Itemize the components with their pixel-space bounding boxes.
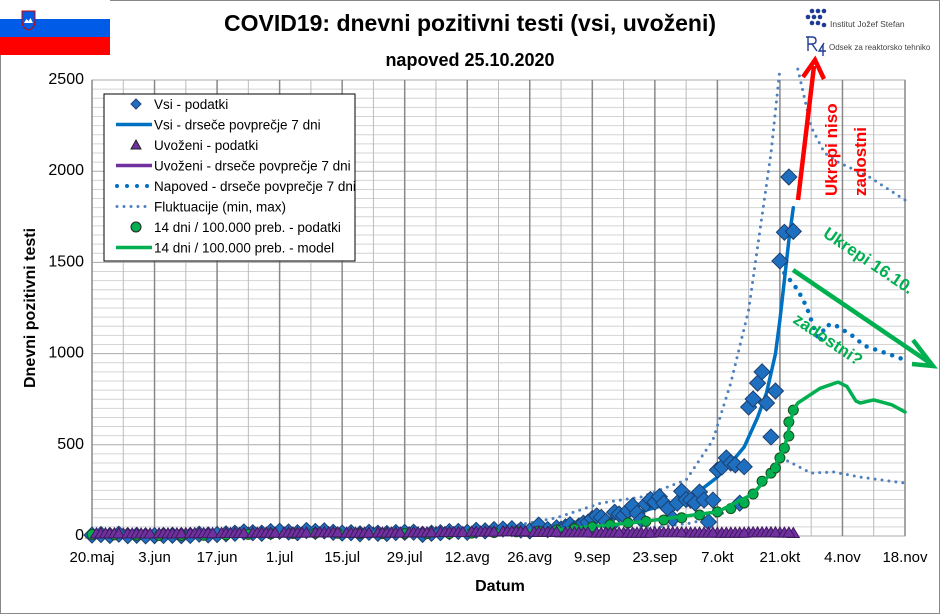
legend-box [103,93,356,262]
data-point-triangle [612,526,626,538]
data-point-triangle [580,525,595,538]
red-annotation: Ukrepi niso zadostni [795,55,870,201]
legend-label: Vsi - podatki [154,97,228,112]
data-point-triangle [393,526,408,538]
data-point-diamond [753,363,771,381]
data-point-triangle [518,524,533,537]
y-tick-label: 2000 [48,162,84,179]
data-point-triangle [455,525,470,538]
series-layer [83,67,908,545]
y-tick-label: 2500 [48,71,84,88]
data-point-triangle [236,526,251,538]
y-tick-label: 500 [57,436,84,453]
y-tick-label: 1000 [48,345,84,362]
green-arrow-head-icon [911,338,938,369]
department-name: Odsek za reaktorsko tehniko [829,43,931,52]
red-annotation-line2: zadostni [851,127,870,196]
x-axis-ticks: 20.maj 3.jun 17.jun 1.jul 15.jul 29.jul 12.avg… [69,549,928,566]
legend-label: 14 dni / 100.000 preb. - podatki [154,220,341,235]
x-tick-label: 18.nov [882,549,928,566]
data-point-diamond [744,390,762,408]
forecast-dotted-line [782,270,908,363]
red-annotation-line1: Ukrepi niso [822,103,841,196]
data-point-triangle [330,525,345,538]
legend-label: Uvoženi - drseče povprečje 7 dni [154,159,351,174]
data-point-diamond [757,394,776,412]
y-tick-label: 1500 [48,253,84,270]
x-tick-label: 4.nov [824,549,861,566]
y-tick-label: 0 [75,527,84,544]
data-point-diamond [762,428,780,446]
data-point-diamond [735,457,753,476]
data-point-triangle [643,526,658,538]
x-tick-label: 23.sep [632,549,677,566]
x-tick-label: 3.jun [138,549,171,566]
data-point-triangle [174,526,189,539]
green-arrow [791,268,932,365]
slovenia-flag [0,0,110,55]
x-tick-label: 7.okt [701,549,734,566]
r4-logo-icon [806,36,826,56]
x-tick-label: 15.jul [324,549,360,566]
x-tick-label: 12.avg [445,549,490,566]
institute-name: Institut Jožef Stefan [830,19,905,29]
x-tick-label: 20.maj [69,549,114,566]
data-point-triangle [487,525,501,537]
fluctuation-dotted-line [90,67,782,536]
legend-label: Napoved - drseče povprečje 7 dni [154,179,356,194]
chart-subtitle: napoved 25.10.2020 [385,50,554,70]
legend-circle-icon [130,221,142,233]
data-point-triangle [781,526,796,538]
chart-title: COVID19: dnevni pozitivni testi (vsi, uv… [224,10,716,36]
legend-label: Vsi - drseče povprečje 7 dni [154,118,321,133]
x-axis-label: Datum [475,578,525,595]
data-point-triangle [362,526,376,538]
data-point-triangle [111,526,126,539]
x-tick-label: 17.jun [197,549,238,566]
data-point-diamond [771,252,789,270]
data-point-triangle [268,526,283,538]
x-tick-label: 29.jul [387,549,423,566]
data-point-triangle [706,526,720,538]
x-tick-label: 1.jul [266,549,294,566]
data-point-triangle [549,525,564,537]
legend: Vsi - podatki Vsi - drseče povprečje 7 dn… [103,93,356,262]
data-point-diamond [704,491,722,509]
data-point-triangle [674,525,689,538]
data-point-triangle [424,525,439,538]
legend-label: Uvoženi - podatki [154,138,258,153]
x-tick-label: 26.avg [507,549,552,566]
data-point-diamond [766,382,785,400]
red-arrow-head-icon [801,55,827,80]
data-point-triangle [768,525,783,538]
x-tick-label: 21.okt [759,549,801,566]
data-point-diamond [784,222,803,241]
y-axis-ticks: 0 500 1000 1500 2000 2500 [48,71,84,544]
data-point-triangle [299,526,314,538]
data-point-triangle [737,526,752,538]
ijs-dots-icon [805,8,827,28]
legend-label: 14 dni / 100.000 preb. - model [154,241,334,256]
legend-label: Fluktuacije (min, max) [154,200,286,215]
data-point-triangle [143,527,157,539]
legend-triangle-icon [130,138,142,150]
red-arrow [795,65,817,201]
y-axis-label: Dnevni pozitivni testi [22,228,39,388]
data-point-triangle [205,526,220,539]
x-tick-label: 9.sep [574,549,611,566]
ijs-logo: Institut Jožef Stefan Odsek za reaktorsk… [805,8,931,56]
data-point-diamond [780,168,798,186]
legend-diamond-icon [130,98,142,110]
